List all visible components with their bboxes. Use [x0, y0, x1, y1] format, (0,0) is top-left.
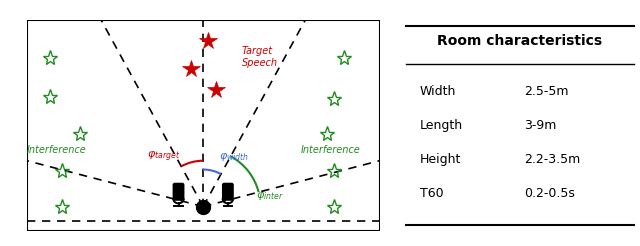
- Text: 3-9m: 3-9m: [525, 119, 557, 132]
- Text: $\varphi_{target}$: $\varphi_{target}$: [147, 150, 180, 164]
- Text: 2.5-5m: 2.5-5m: [525, 85, 569, 98]
- Text: Length: Length: [420, 119, 463, 132]
- Text: Height: Height: [420, 153, 461, 166]
- Text: $\varphi_{inter}$: $\varphi_{inter}$: [256, 190, 284, 202]
- Text: Interference: Interference: [300, 145, 360, 155]
- Text: Width: Width: [420, 85, 456, 98]
- Text: Target
Speech: Target Speech: [242, 46, 278, 68]
- Text: Room characteristics: Room characteristics: [437, 34, 603, 48]
- Text: T60: T60: [420, 187, 444, 200]
- FancyBboxPatch shape: [173, 184, 184, 200]
- Text: $\varphi_{width}$: $\varphi_{width}$: [219, 151, 250, 163]
- Text: 2.2-3.5m: 2.2-3.5m: [525, 153, 580, 166]
- Text: 0.2-0.5s: 0.2-0.5s: [525, 187, 575, 200]
- Text: Interference: Interference: [27, 145, 87, 155]
- FancyBboxPatch shape: [27, 20, 380, 231]
- FancyBboxPatch shape: [223, 184, 233, 200]
